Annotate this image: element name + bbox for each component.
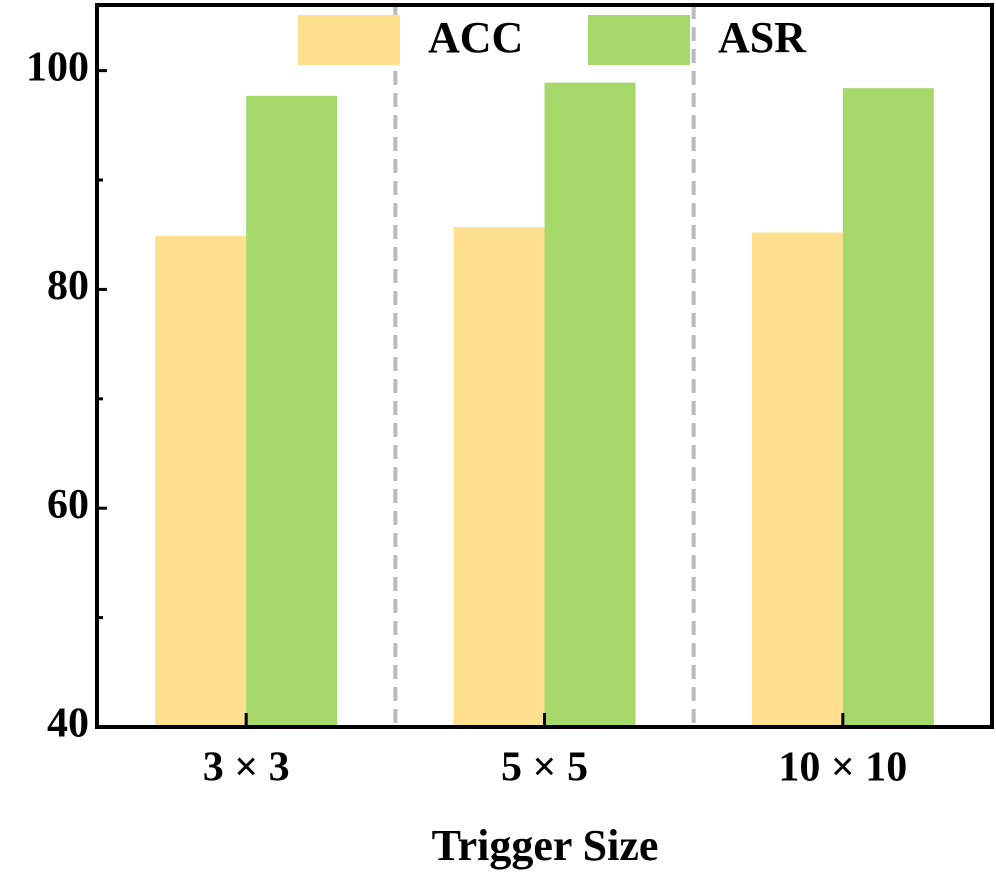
- y-tick-label: 40: [47, 701, 89, 747]
- x-tick-label: 5 × 5: [501, 745, 588, 791]
- bar: [246, 95, 338, 727]
- plot-frame: [95, 3, 994, 729]
- legend-label: ASR: [718, 13, 807, 62]
- x-tick-label: 10 × 10: [778, 745, 907, 791]
- bar: [544, 82, 636, 728]
- legend-label: ACC: [428, 13, 523, 62]
- y-tick-label: 60: [47, 482, 89, 528]
- bar: [751, 232, 843, 727]
- legend-swatch: [588, 15, 690, 65]
- x-axis-label: Trigger Size: [432, 821, 659, 870]
- bar: [842, 88, 934, 727]
- bar: [155, 235, 247, 727]
- y-tick-label: 100: [26, 44, 89, 90]
- bar: [453, 227, 545, 727]
- legend-swatch: [298, 15, 400, 65]
- x-tick-label: 3 × 3: [203, 745, 290, 791]
- y-tick-label: 80: [47, 263, 89, 309]
